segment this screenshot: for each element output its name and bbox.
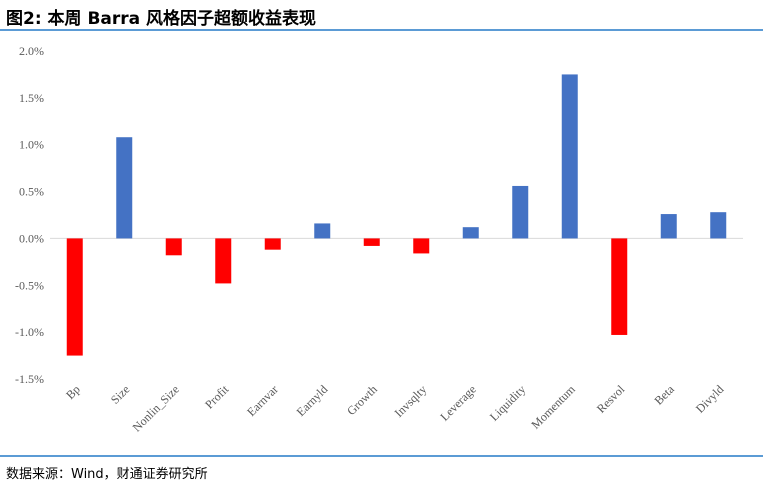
bar-bp: [66, 238, 83, 356]
x-tick-label: Earnyld: [294, 382, 331, 419]
bar-profit: [215, 238, 232, 284]
y-tick-label: 2.0%: [19, 44, 44, 58]
y-tick-label: -1.0%: [15, 325, 44, 339]
source-rule: [0, 455, 763, 457]
bar-chart: -1.5% -1.0% -0.5% 0.0% 0.5% 1.0% 1.5% 2.0% Bp Si…: [15, 44, 743, 435]
x-tick-label: Divyld: [693, 382, 726, 415]
y-tick-label: -0.5%: [15, 278, 44, 292]
bar-nonlin-size: [165, 238, 182, 256]
x-tick-label: Profit: [202, 382, 232, 412]
bar-divyld: [710, 212, 727, 239]
x-tick-label: Nonlin_Size: [130, 382, 182, 434]
source-note: 数据来源：Wind，财通证券研究所: [6, 467, 208, 482]
x-tick-label: Momentum: [528, 382, 578, 432]
bar-earnyld: [314, 223, 331, 239]
bar-resvol: [611, 238, 628, 335]
x-tick-label: Earnvar: [244, 382, 281, 419]
y-tick-label: 0.0%: [19, 231, 44, 245]
chart-title: 图2: 本周 Barra 风格因子超额收益表现: [6, 9, 317, 29]
x-tick-label: Bp: [63, 382, 83, 402]
x-tick-label: Beta: [651, 382, 677, 408]
bar-leverage: [462, 227, 479, 239]
x-tick-label: Liquidity: [487, 382, 528, 423]
y-tick-label: 0.5%: [19, 185, 44, 199]
y-tick-label: -1.5%: [15, 372, 44, 386]
x-tick-label: Size: [108, 382, 133, 407]
bar-size: [116, 137, 133, 239]
bar-momentum: [561, 74, 578, 239]
bar-earnvar: [264, 238, 281, 250]
x-tick-label: Growth: [344, 382, 380, 418]
x-tick-label: Invsqlty: [392, 382, 430, 420]
bars-group: [66, 74, 727, 356]
title-rule: [0, 29, 763, 31]
bar-liquidity: [512, 185, 529, 239]
bar-beta: [660, 214, 677, 239]
y-tick-label: 1.5%: [19, 91, 44, 105]
bar-growth: [363, 238, 380, 246]
bar-invsqlty: [413, 238, 430, 254]
y-axis-ticks: -1.5% -1.0% -0.5% 0.0% 0.5% 1.0% 1.5% 2.0%: [15, 44, 44, 386]
x-tick-label: Resvol: [594, 382, 628, 416]
x-tick-label: Leverage: [437, 382, 478, 423]
y-tick-label: 1.0%: [19, 138, 44, 152]
